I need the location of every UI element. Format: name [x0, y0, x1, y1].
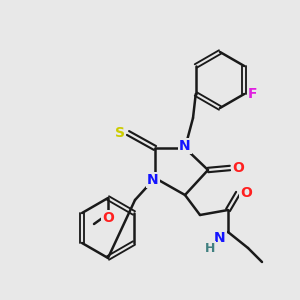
Text: S: S [115, 126, 125, 140]
Text: O: O [232, 161, 244, 175]
Text: N: N [147, 173, 159, 187]
Text: O: O [240, 186, 252, 200]
Text: H: H [205, 242, 215, 254]
Text: N: N [179, 139, 191, 153]
Text: O: O [102, 211, 114, 225]
Text: N: N [214, 231, 226, 245]
Text: F: F [248, 87, 257, 101]
